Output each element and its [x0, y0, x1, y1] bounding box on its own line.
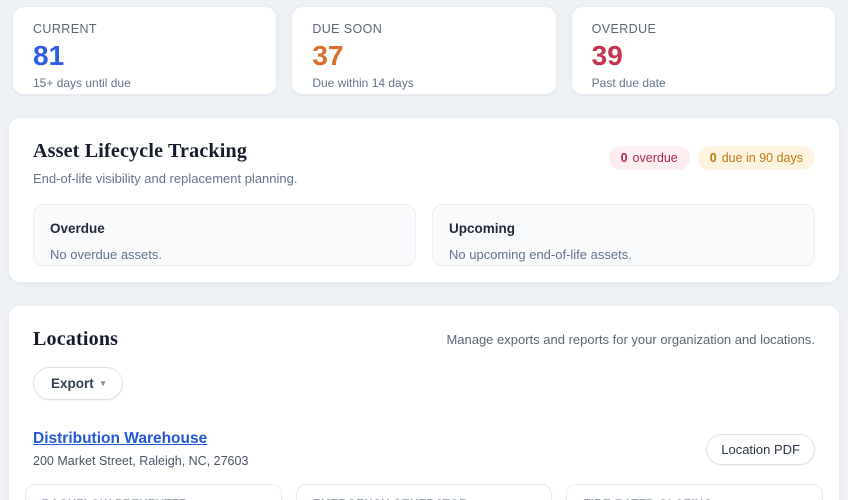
stat-label: CURRENT [33, 22, 97, 36]
export-button[interactable]: Export ▾ [33, 367, 124, 400]
section-title: Locations [33, 328, 119, 350]
stat-description: 15+ days until due [33, 75, 131, 90]
stat-label: DUE SOON [312, 22, 383, 36]
badge-count: 0 [709, 151, 717, 165]
inspections-grid: BACKFLOW PREVENTER INSPECTIONS 1 assets … [25, 484, 823, 500]
inspection-card-fire-rated-glazing[interactable]: FIRE-RATED GLAZING INSPECTIONS 1 assets [566, 484, 823, 500]
panel-empty-message: No overdue assets. [50, 247, 163, 262]
panel-title: Upcoming [449, 221, 515, 236]
stat-label: OVERDUE [591, 22, 657, 36]
due-in-90-days-badge: 0 due in 90 days [697, 146, 815, 170]
chevron-down-icon: ▾ [100, 378, 106, 388]
location-pdf-button[interactable]: Location PDF [706, 434, 815, 465]
section-title: Asset Lifecycle Tracking [33, 140, 248, 162]
location-address: 200 Market Street, Raleigh, NC, 27603 [33, 454, 249, 468]
stat-value: 37 [312, 40, 344, 71]
lifecycle-panels: Overdue No overdue assets. Upcoming No u… [25, 204, 823, 266]
panel-empty-message: No upcoming end-of-life assets. [449, 247, 632, 262]
stat-card-current: CURRENT 81 15+ days until due [12, 6, 278, 95]
location-name-link[interactable]: Distribution Warehouse [33, 430, 208, 447]
badge-label: due in 90 days [721, 151, 803, 165]
asset-lifecycle-heading-group: Asset Lifecycle Tracking End-of-life vis… [33, 140, 297, 186]
panel-title: Overdue [50, 221, 105, 236]
stats-row: CURRENT 81 15+ days until due DUE SOON 3… [8, 6, 840, 95]
export-button-label: Export [51, 376, 94, 391]
inspection-card-emergency-generator[interactable]: EMERGENCY GENERATOR INSPECTIONS 1 assets [295, 484, 553, 500]
asset-lifecycle-section: Asset Lifecycle Tracking End-of-life vis… [8, 117, 840, 283]
stat-card-due-soon: DUE SOON 37 Due within 14 days [291, 6, 557, 95]
locations-header: Locations Manage exports and reports for… [25, 328, 823, 351]
overdue-assets-panel: Overdue No overdue assets. [33, 204, 416, 266]
inspection-card-backflow-preventer[interactable]: BACKFLOW PREVENTER INSPECTIONS 1 assets [25, 484, 282, 500]
badge-count: 0 [620, 151, 628, 165]
badge-label: overdue [632, 151, 678, 165]
upcoming-assets-panel: Upcoming No upcoming end-of-life assets. [432, 204, 815, 266]
stat-card-overdue: OVERDUE 39 Past due date [570, 6, 836, 95]
locations-section: Locations Manage exports and reports for… [8, 305, 840, 500]
lifecycle-badges: 0 overdue 0 due in 90 days [608, 146, 815, 170]
stat-value: 39 [591, 40, 623, 71]
location-row: Distribution Warehouse 200 Market Street… [25, 430, 823, 468]
stat-description: Due within 14 days [312, 75, 414, 90]
overdue-count-badge: 0 overdue [608, 146, 690, 170]
stat-value: 81 [33, 40, 65, 71]
asset-lifecycle-header: Asset Lifecycle Tracking End-of-life vis… [25, 140, 823, 186]
stat-description: Past due date [591, 75, 666, 90]
locations-description: Manage exports and reports for your orga… [446, 332, 815, 347]
section-subtitle: End-of-life visibility and replacement p… [33, 171, 298, 186]
location-info: Distribution Warehouse 200 Market Street… [33, 430, 248, 468]
